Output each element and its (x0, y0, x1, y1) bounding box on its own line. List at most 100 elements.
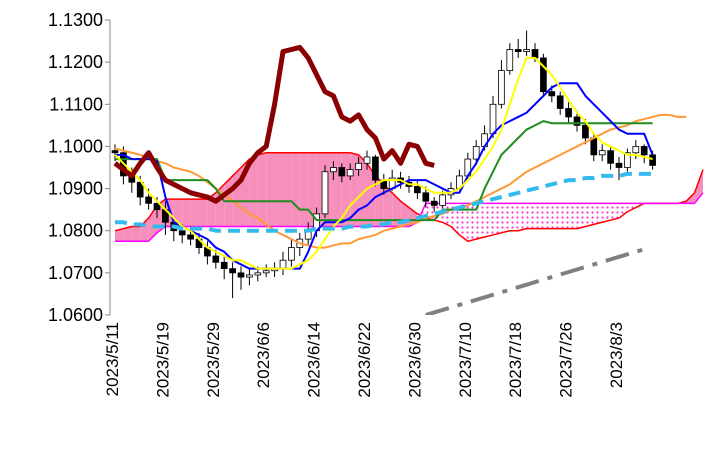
cloud-fill (199, 199, 208, 227)
candle-body (254, 272, 262, 276)
candle-body (548, 91, 556, 97)
candle-body (355, 162, 362, 171)
candle-body (422, 192, 430, 202)
candle-body (540, 57, 547, 93)
cloud-fill (551, 203, 561, 229)
y-tick-label: 1.0700 (48, 263, 103, 283)
cloud-fill (459, 203, 468, 242)
cloud-fill (568, 203, 577, 229)
cloud-fill (140, 218, 149, 242)
candle-body (262, 270, 270, 274)
x-tick-label: 2023/8/3 (607, 322, 626, 388)
indicator-line (115, 120, 653, 222)
candle-body (439, 194, 446, 206)
cloud-fill (266, 152, 275, 227)
candle-body (338, 167, 346, 177)
x-tick-label: 2023/6/6 (254, 322, 273, 388)
cloud-fill (115, 228, 124, 242)
candle-body (506, 49, 514, 71)
candle-body (430, 200, 438, 206)
candle-body (288, 247, 295, 261)
candle-body (531, 49, 539, 59)
y-tick-label: 1.1300 (48, 10, 103, 30)
x-tick-label: 2023/5/29 (204, 322, 223, 398)
indicator-line (115, 171, 653, 233)
cloud-fill (333, 152, 342, 227)
candle-body (346, 169, 354, 177)
cloud-fill (560, 203, 569, 229)
x-tick-label: 2023/6/30 (405, 322, 424, 398)
candle-body (212, 255, 220, 263)
candle-body (279, 259, 287, 270)
y-tick-label: 1.0900 (48, 179, 103, 199)
cloud-fill (274, 152, 283, 227)
candle-body (178, 230, 186, 236)
cloud-fill (610, 203, 619, 221)
cloud-fill (543, 203, 552, 229)
cloud-fill (308, 152, 317, 227)
cloud-fill (291, 152, 300, 227)
cloud-fill (467, 203, 477, 242)
candle-body (649, 154, 656, 166)
candle-body (136, 181, 144, 198)
cloud-fill (493, 203, 502, 235)
cloud-fill (249, 154, 258, 227)
cloud-fill (299, 152, 309, 227)
y-tick-label: 1.1200 (48, 52, 103, 72)
candle-body (607, 150, 614, 164)
x-tick-label: 2023/7/10 (456, 322, 475, 398)
cloud-fill (451, 203, 460, 235)
span-b (115, 192, 704, 242)
cloud-fill (182, 199, 191, 227)
cloud-fill (484, 203, 493, 238)
cloud-fill (509, 203, 519, 231)
candle-body (220, 261, 228, 270)
candle-body (598, 150, 606, 156)
candle-body (556, 95, 564, 109)
candle-body (590, 137, 598, 156)
indicator-line (115, 82, 654, 270)
x-tick-label: 2023/5/11 (103, 322, 122, 396)
candle-body (145, 196, 152, 204)
span-a (114, 152, 704, 242)
candle-body (363, 156, 371, 164)
candle-body (582, 124, 589, 139)
cloud-fill (585, 203, 594, 227)
candle-body (523, 49, 530, 53)
candle-body (498, 70, 505, 105)
candle-body (330, 167, 337, 173)
plot-area (111, 30, 704, 315)
axes: 1.0600 1.0700 1.0800 1.0900 1.1000 1.1100 1.12… (48, 10, 626, 398)
y-tick-label: 1.1100 (49, 94, 103, 114)
cloud-fill (131, 226, 141, 242)
cloud-fill (619, 203, 628, 219)
candle-body (514, 49, 522, 53)
cloud-fill (535, 203, 544, 229)
candle-body (489, 103, 497, 135)
cloud-fill (593, 203, 603, 225)
candle-body (414, 186, 421, 194)
cloud-fill (476, 203, 485, 240)
candle-body (246, 274, 253, 278)
x-tick-label: 2023/7/18 (506, 322, 525, 398)
x-tick-label: 2023/7/26 (557, 322, 576, 398)
y-tick-label: 1.1000 (48, 136, 103, 156)
cloud-fill (518, 203, 527, 231)
cloud-fill (232, 167, 241, 227)
candle-body (321, 171, 329, 215)
candle-body (624, 152, 631, 168)
cloud-fill (392, 192, 401, 227)
y-tick-label: 1.0600 (48, 305, 103, 325)
candle-body (237, 272, 245, 278)
cloud-fill (257, 152, 267, 227)
x-tick-label: 2023/6/22 (355, 322, 374, 398)
x-tick-label: 2023/6/14 (305, 322, 324, 398)
candle-body (565, 108, 572, 118)
indicator-line (425, 247, 645, 315)
candle-body (632, 146, 640, 154)
cloud-fill (526, 203, 535, 229)
candle-body (640, 146, 648, 156)
candle-body (111, 150, 119, 154)
candle-body (573, 116, 581, 126)
